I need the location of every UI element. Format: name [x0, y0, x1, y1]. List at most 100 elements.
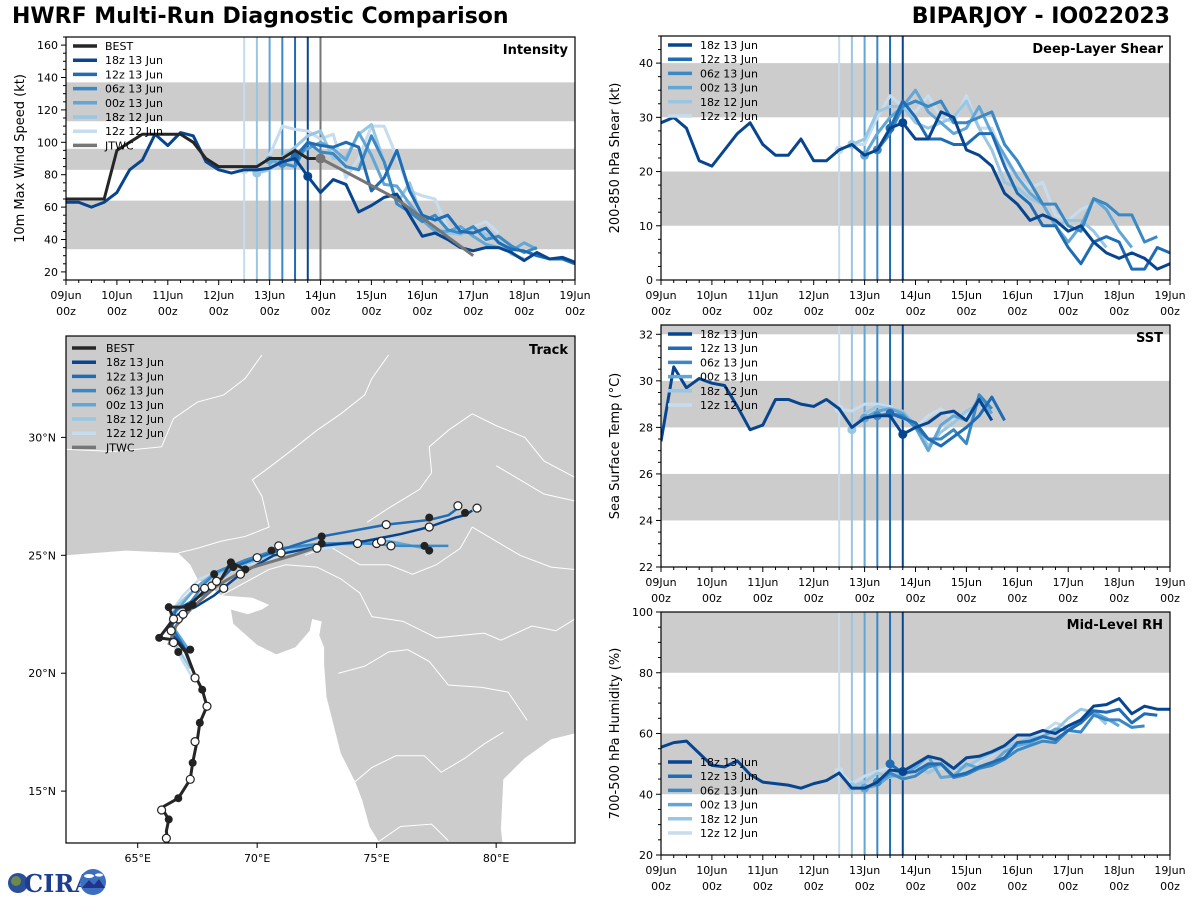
page-title: HWRF Multi-Run Diagnostic Comparison	[12, 4, 509, 29]
x-tick-label-day: 10Jun	[696, 576, 727, 589]
lat-tick-label: 30°N	[28, 431, 56, 444]
track-marker-12z	[252, 553, 262, 563]
legend-label: 12z 13 Jun	[105, 68, 163, 81]
legend-label: 00z 13 Jun	[105, 97, 163, 110]
cloud-mountain-icon	[80, 869, 106, 895]
lat-tick-label: 15°N	[28, 785, 56, 798]
x-tick-label-day: 19Jun	[1154, 576, 1185, 589]
x-tick-label-day: 12Jun	[798, 289, 829, 302]
legend-label: 18z 13 Jun	[106, 356, 164, 369]
x-tick-label-hour: 00z	[804, 592, 824, 605]
series-line-12z-13-jun	[888, 99, 1170, 271]
mountain-icon	[82, 879, 105, 888]
model-track-06z-13-jun	[169, 542, 449, 651]
shaded-band	[661, 325, 1170, 335]
legend-label: 00z 13 Jun	[700, 82, 758, 95]
lon-tick-label: 75°E	[363, 852, 389, 865]
legend-label: 06z 13 Jun	[105, 83, 163, 96]
x-tick-label-hour: 00z	[514, 305, 534, 318]
x-tick-label-hour: 00z	[1058, 305, 1078, 318]
x-tick-label-hour: 00z	[702, 592, 722, 605]
land	[66, 336, 575, 843]
x-tick-label-day: 18Jun	[1104, 576, 1135, 589]
border-line	[354, 731, 504, 783]
series-line-12z-13-jun	[889, 395, 1006, 448]
model-track-18z-13-jun	[167, 509, 473, 677]
y-tick-label: 100	[632, 606, 653, 619]
x-tick-label-hour: 00z	[855, 305, 875, 318]
y-tick-label: 28	[639, 421, 653, 434]
y-axis-label: 10m Max Wind Speed (kt)	[13, 74, 28, 243]
x-tick-label-day: 10Jun	[101, 289, 132, 302]
track-marker-12z	[168, 637, 179, 648]
x-tick-label-hour: 00z	[412, 305, 432, 318]
track-marker-12z	[424, 522, 434, 532]
init-marker	[898, 429, 908, 439]
legend-label: 18z 13 Jun	[700, 39, 758, 52]
x-tick-label-day: 09Jun	[50, 289, 81, 302]
x-tick-label-hour: 00z	[565, 305, 585, 318]
x-tick-label-hour: 00z	[804, 880, 824, 893]
track-marker-12z	[202, 701, 212, 711]
legend-label: 12z 12 Jun	[700, 827, 758, 840]
y-tick-label: 40	[44, 234, 58, 247]
x-tick-label-hour: 00z	[1058, 880, 1078, 893]
plot-area	[661, 612, 1170, 855]
x-tick-label-day: 12Jun	[203, 289, 234, 302]
cira-logo: CIRA	[8, 869, 106, 898]
y-tick-label: 22	[639, 561, 653, 574]
track-marker-12z	[472, 503, 482, 513]
x-tick-label-day: 16Jun	[1002, 864, 1033, 877]
legend-label: BEST	[106, 342, 134, 355]
y-tick-label: 80	[639, 667, 653, 680]
y-tick-label: 60	[44, 201, 58, 214]
map-area	[66, 336, 575, 843]
legend-label: 06z 13 Jun	[700, 356, 758, 369]
x-tick-label-hour: 00z	[753, 592, 773, 605]
y-tick-label: 160	[37, 39, 58, 52]
y-tick-label: 100	[37, 136, 58, 149]
x-tick-label-day: 13Jun	[849, 864, 880, 877]
legend-label: 12z 12 Jun	[700, 110, 758, 123]
track-marker-12z	[453, 501, 463, 511]
track-marker-12z	[166, 626, 176, 636]
legend-label: 18z 13 Jun	[105, 54, 163, 67]
x-tick-label-hour: 00z	[651, 592, 671, 605]
sst-chart: 22 24 26 28 30 32 09Jun 00z 10Jun 00z 11Jun 00z 12Ju…	[608, 324, 1186, 605]
x-tick-label-hour: 00z	[1160, 305, 1180, 318]
legend-label: 18z 12 Jun	[700, 385, 758, 398]
x-tick-label-hour: 00z	[1058, 592, 1078, 605]
series-line-12z-13-jun	[889, 707, 1158, 778]
track-marker-00z	[267, 546, 276, 555]
chart-title: Track	[529, 343, 568, 358]
track-marker-00z	[317, 532, 326, 541]
y-tick-label: 32	[639, 328, 653, 341]
track-map: 65°E 70°E 75°E 80°E 15°N 20°N 25°N 30°N Track BES…	[28, 335, 576, 865]
x-tick-label-day: 11Jun	[747, 576, 778, 589]
x-tick-label-day: 17Jun	[458, 289, 489, 302]
lon-tick-label: 70°E	[244, 852, 270, 865]
x-tick-label-hour: 00z	[158, 305, 178, 318]
legend-label: JTWC	[104, 139, 134, 152]
x-tick-label-hour: 00z	[1007, 880, 1027, 893]
init-marker	[898, 118, 908, 128]
legend-label: 00z 13 Jun	[106, 399, 164, 412]
x-tick-label-day: 16Jun	[1002, 289, 1033, 302]
x-tick-label-day: 17Jun	[1053, 289, 1084, 302]
intensity-chart: 20 40 60 80 100 120 140 160 09Jun 00z 10Jun 00z 11Ju…	[13, 36, 591, 318]
x-tick-label-day: 10Jun	[696, 864, 727, 877]
legend-label: 12z 13 Jun	[106, 370, 164, 383]
legend-label: 18z 13 Jun	[700, 328, 758, 341]
track-marker-00z	[174, 647, 183, 656]
series-line-18z-13-jun	[661, 365, 994, 442]
lon-tick-label: 80°E	[483, 852, 509, 865]
x-tick-label-day: 11Jun	[747, 289, 778, 302]
track-marker-12z	[190, 737, 200, 747]
plot-area	[661, 325, 1170, 567]
track-marker-00z	[195, 718, 204, 727]
storm-title: BIPARJOY - IO022023	[911, 4, 1170, 29]
border-line	[178, 354, 390, 554]
y-axis-label: 700-500 hPa Humidity (%)	[608, 648, 623, 820]
lon-tick-label: 65°E	[124, 852, 150, 865]
track-marker-12z	[235, 569, 246, 579]
